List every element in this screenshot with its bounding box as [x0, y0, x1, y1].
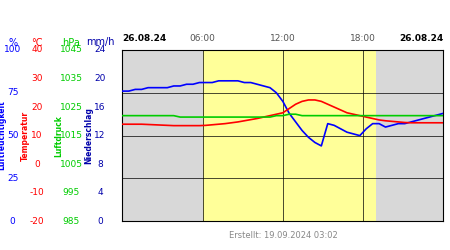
- Text: 985: 985: [63, 217, 80, 226]
- Text: 16: 16: [94, 102, 106, 112]
- Text: 12: 12: [94, 131, 106, 140]
- Bar: [202, 50, 376, 221]
- Text: 1005: 1005: [59, 160, 83, 169]
- Text: 10: 10: [31, 131, 43, 140]
- Text: -20: -20: [30, 217, 44, 226]
- Text: %: %: [8, 38, 17, 48]
- Text: 1035: 1035: [59, 74, 83, 83]
- Text: 1045: 1045: [60, 46, 82, 54]
- Text: -10: -10: [30, 188, 44, 197]
- Text: 40: 40: [31, 46, 43, 54]
- Text: Niederschlag: Niederschlag: [85, 107, 94, 164]
- Text: 26.08.24: 26.08.24: [399, 34, 443, 43]
- Text: 50: 50: [7, 131, 18, 140]
- Text: Temperatur: Temperatur: [21, 110, 30, 161]
- Bar: [376, 50, 443, 221]
- Text: 0: 0: [97, 217, 103, 226]
- Text: 24: 24: [94, 46, 105, 54]
- Text: 30: 30: [31, 74, 43, 83]
- Text: Luftdruck: Luftdruck: [54, 115, 63, 156]
- Text: 25: 25: [7, 174, 18, 183]
- Text: 26.08.24: 26.08.24: [122, 34, 166, 43]
- Text: 100: 100: [4, 46, 21, 54]
- Text: 75: 75: [7, 88, 18, 97]
- Text: 1015: 1015: [59, 131, 83, 140]
- Text: °C: °C: [31, 38, 43, 48]
- Text: 06:00: 06:00: [190, 34, 216, 43]
- Bar: [122, 50, 202, 221]
- Text: mm/h: mm/h: [86, 38, 114, 48]
- Text: Erstellt: 19.09.2024 03:02: Erstellt: 19.09.2024 03:02: [229, 231, 338, 240]
- Text: Luftfeuchtigkeit: Luftfeuchtigkeit: [0, 101, 7, 170]
- Text: 0: 0: [34, 160, 40, 169]
- Text: 18:00: 18:00: [350, 34, 376, 43]
- Text: 995: 995: [63, 188, 80, 197]
- Text: hPa: hPa: [62, 38, 80, 48]
- Text: 1025: 1025: [60, 102, 82, 112]
- Text: 20: 20: [94, 74, 106, 83]
- Text: 20: 20: [31, 102, 43, 112]
- Text: 12:00: 12:00: [270, 34, 296, 43]
- Text: 4: 4: [97, 188, 103, 197]
- Text: 0: 0: [10, 217, 15, 226]
- Text: 8: 8: [97, 160, 103, 169]
